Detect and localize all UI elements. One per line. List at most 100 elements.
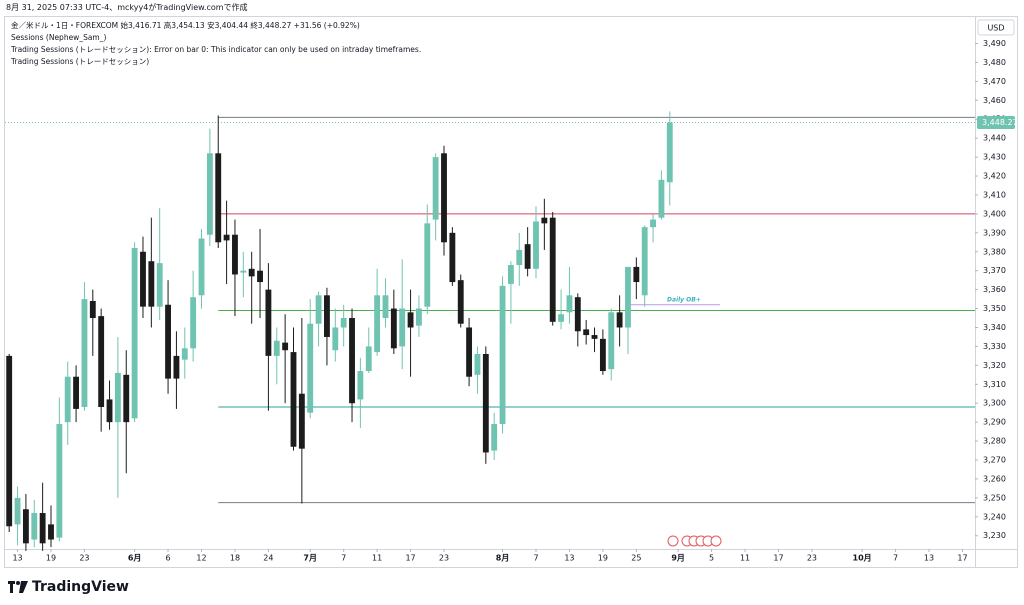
- candle-body: [650, 219, 656, 228]
- x-tick-label: 23: [439, 554, 449, 563]
- y-tick-label: 3,290: [983, 418, 1006, 427]
- x-tick-label: 13: [924, 554, 934, 563]
- y-tick-label: 3,390: [983, 228, 1006, 237]
- y-tick-label: 3,410: [983, 190, 1006, 199]
- x-tick-label: 7: [893, 554, 898, 563]
- candle-body: [340, 318, 347, 328]
- x-tick-label: 13: [564, 554, 574, 563]
- candle-body: [658, 179, 665, 218]
- candle-body: [324, 295, 330, 337]
- candle-body: [198, 238, 205, 296]
- candle-body: [290, 352, 297, 447]
- candle-body: [449, 232, 456, 283]
- x-tick-label: 7: [533, 554, 538, 563]
- candle-body: [558, 314, 565, 322]
- candle-body: [307, 323, 314, 413]
- candle-body: [482, 353, 489, 453]
- event-icons: [667, 535, 722, 547]
- y-tick-label: 3,310: [983, 380, 1006, 389]
- candle-body: [206, 153, 213, 235]
- candle-body: [382, 295, 389, 319]
- candle-body: [499, 285, 506, 425]
- x-tick-label: 7: [341, 554, 346, 563]
- candle-body: [583, 329, 590, 336]
- candle-body: [599, 338, 606, 372]
- x-tick-label: 19: [46, 554, 56, 563]
- y-tick-label: 3,480: [983, 58, 1006, 67]
- y-tick-label: 3,420: [983, 172, 1006, 181]
- candle-body: [265, 289, 272, 356]
- brand-logo: [8, 581, 28, 593]
- candle-body: [64, 376, 71, 423]
- candle-body: [399, 308, 406, 347]
- candle-body: [516, 249, 523, 266]
- x-tick-label: 25: [631, 554, 641, 563]
- candle-body: [390, 308, 397, 349]
- y-tick-label: 3,340: [983, 323, 1006, 332]
- candle-body: [491, 424, 498, 451]
- candle-body: [156, 263, 163, 307]
- candle-body: [273, 340, 280, 356]
- y-tick-label: 3,400: [983, 209, 1006, 218]
- candle-body: [457, 280, 464, 324]
- currency: USD: [987, 24, 1004, 33]
- candle-body: [89, 300, 96, 319]
- candle-body: [131, 247, 138, 419]
- y-tick-label: 3,490: [983, 39, 1006, 48]
- candle-body: [633, 266, 640, 283]
- candle-body: [6, 355, 13, 527]
- candle-body: [474, 353, 481, 375]
- x-tick-label: 7月: [303, 554, 317, 563]
- candle-body: [541, 217, 548, 224]
- top-note: 8月 31, 2025 07:33 UTC-4、mckyy4がTradingVi…: [6, 3, 248, 12]
- candle-body: [114, 372, 121, 423]
- chart-frame: [4, 16, 1018, 568]
- candle-body: [282, 342, 289, 351]
- chart: USD 3,230 3,240 3,250 3,260 3,270 3,280 3,290 3…: [4, 16, 1018, 568]
- y-tick-label: 3,360: [983, 285, 1006, 294]
- x-tick-label: 11: [740, 554, 750, 563]
- x-tick-label: 17: [773, 554, 783, 563]
- candle-body: [315, 295, 322, 324]
- y-tick-label: 3,330: [983, 342, 1006, 351]
- candle-body: [31, 513, 38, 540]
- candle-body: [73, 376, 80, 409]
- y-tick-label: 3,240: [983, 512, 1006, 521]
- candle-body: [332, 327, 339, 351]
- candle-body: [666, 122, 673, 183]
- y-tick-label: 3,470: [983, 77, 1006, 86]
- x-tick-label: 5: [709, 554, 714, 563]
- candle-body: [248, 268, 255, 277]
- brand: TradingView: [8, 579, 129, 595]
- candle-body: [190, 297, 197, 349]
- candle-body: [533, 221, 539, 269]
- y-tick-label: 3,320: [983, 361, 1006, 370]
- candle-body: [48, 524, 54, 540]
- candle-body: [140, 251, 146, 307]
- candle-body: [591, 335, 598, 339]
- candle-body: [349, 318, 355, 404]
- candle-body: [257, 270, 263, 283]
- candle-body: [215, 153, 222, 243]
- candle-body: [365, 346, 372, 372]
- x-tick-label: 10月: [853, 554, 872, 563]
- y-tick-label: 3,300: [983, 399, 1006, 408]
- candle-body: [39, 513, 46, 544]
- currency-box: [977, 19, 1015, 36]
- x-tick-label: 23: [807, 554, 817, 563]
- zone-label: Daily OB+: [667, 296, 701, 303]
- candle-body: [466, 327, 473, 377]
- candle-body: [566, 295, 573, 313]
- candle-body: [181, 348, 188, 360]
- candle-body: [173, 355, 180, 379]
- legend-line: Sessions (Nephew_Sam_): [11, 33, 107, 42]
- candle-body: [298, 393, 305, 449]
- y-tick-label: 3,430: [983, 153, 1006, 162]
- candle-body: [123, 374, 130, 423]
- candle-body: [507, 265, 514, 284]
- x-tick-label: 11: [372, 554, 382, 563]
- x-tick-label: 17: [405, 554, 415, 563]
- y-tick-label: 3,250: [983, 493, 1006, 502]
- last-price-label: 3,448.27: [982, 118, 1018, 127]
